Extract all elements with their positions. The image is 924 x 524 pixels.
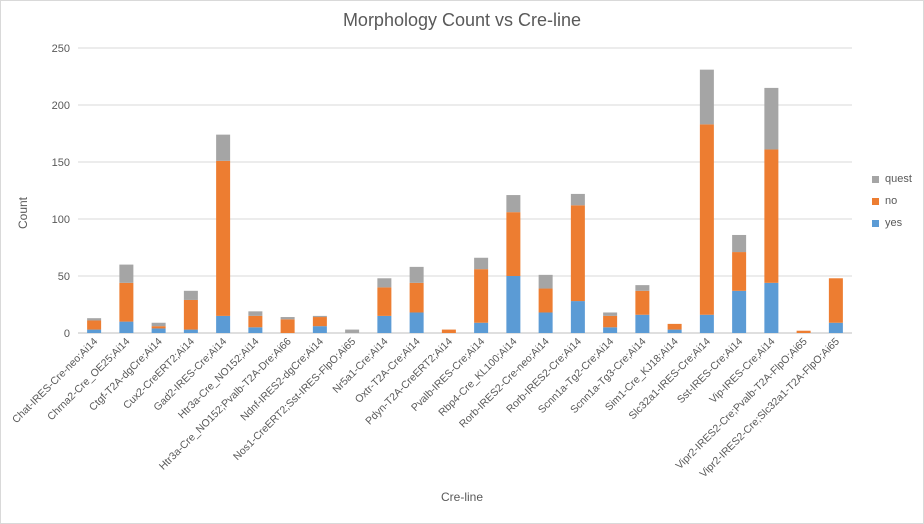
bar-segment-no — [764, 149, 779, 283]
bar-segment-quest — [570, 193, 585, 206]
bar-segment-quest — [87, 318, 102, 321]
bar-segment-no — [667, 323, 682, 330]
bar-segment-yes — [183, 329, 198, 333]
bar-segment-no — [441, 329, 456, 333]
bar-segment-quest — [248, 311, 263, 316]
bar-segment-quest — [345, 329, 360, 333]
bar-segment-yes — [474, 322, 489, 333]
bar-segment-yes — [828, 322, 843, 333]
bar-segment-quest — [409, 266, 424, 283]
bar-segment-quest — [538, 274, 553, 289]
bar-segment-quest — [474, 257, 489, 270]
bar-segment-no — [570, 205, 585, 302]
bar-segment-quest — [119, 264, 134, 283]
legend-label: yes — [885, 217, 903, 229]
bar-segment-no — [280, 319, 295, 333]
bar-segment-yes — [603, 327, 618, 333]
legend-swatch — [872, 219, 879, 227]
y-tick-label: 250 — [52, 43, 70, 55]
y-tick-label: 150 — [52, 157, 70, 169]
bar-segment-no — [635, 290, 650, 315]
bar-segment-no — [216, 160, 231, 316]
y-tick-label: 100 — [52, 214, 70, 226]
bar-segment-no — [119, 282, 134, 322]
legend-item: yes — [872, 212, 912, 234]
bar-segment-no — [474, 269, 489, 323]
legend-swatch — [872, 175, 879, 183]
bar-segment-no — [151, 326, 166, 329]
bar-segment-quest — [764, 87, 779, 150]
bar-segment-no — [377, 287, 392, 316]
bar-segment-no — [732, 252, 747, 291]
bar-segment-yes — [87, 329, 102, 333]
bar-segment-yes — [764, 282, 779, 333]
bar-segment-no — [87, 320, 102, 330]
bar-segment-quest — [699, 69, 714, 125]
bar-segment-yes — [377, 315, 392, 333]
bar-segment-quest — [506, 195, 521, 213]
bar-segment-no — [248, 315, 263, 328]
y-tick-label: 200 — [52, 100, 70, 112]
bar-segment-no — [506, 212, 521, 276]
bar-segment-quest — [151, 322, 166, 327]
bar-segment-yes — [216, 315, 231, 333]
bar-segment-yes — [119, 321, 134, 333]
bar-segment-yes — [248, 327, 263, 333]
bar-segment-yes — [699, 314, 714, 333]
bar-segment-quest — [280, 317, 295, 320]
bar-segment-yes — [538, 312, 553, 333]
y-tick-label: 0 — [64, 328, 70, 340]
bar-segment-yes — [506, 276, 521, 333]
y-tick-label: 50 — [58, 271, 70, 283]
bar-segment-no — [538, 288, 553, 313]
bar-segment-quest — [377, 278, 392, 288]
bar-segment-no — [603, 315, 618, 328]
chart-title: Morphology Count vs Cre-line — [342, 10, 582, 30]
bar-segment-no — [409, 282, 424, 313]
bar-segment-quest — [183, 290, 198, 300]
bar-segment-no — [183, 299, 198, 330]
bar-segment-no — [828, 278, 843, 323]
bar-segment-quest — [312, 315, 327, 318]
bar-segment-yes — [732, 290, 747, 333]
bar-segment-yes — [151, 328, 166, 333]
legend-item: no — [872, 190, 912, 212]
bar-segment-no — [699, 124, 714, 315]
bar-segment-quest — [216, 134, 231, 161]
legend-item: quest — [872, 168, 912, 190]
legend-label: no — [885, 195, 898, 207]
bar-segment-quest — [603, 312, 618, 316]
bar-segment-no — [312, 317, 327, 327]
bar-segment-quest — [635, 285, 650, 291]
bar-segment-yes — [570, 301, 585, 333]
legend-swatch — [872, 197, 879, 205]
legend: quest no yes — [872, 168, 912, 234]
bar-segment-yes — [667, 329, 682, 333]
bar-segment-no — [796, 330, 811, 333]
bar-segment-yes — [312, 326, 327, 333]
bar-segment-yes — [409, 312, 424, 333]
bar-segment-quest — [732, 234, 747, 253]
x-axis-label: Cre-line — [440, 490, 483, 504]
legend-label: quest — [885, 173, 912, 185]
bar-segment-yes — [635, 314, 650, 333]
